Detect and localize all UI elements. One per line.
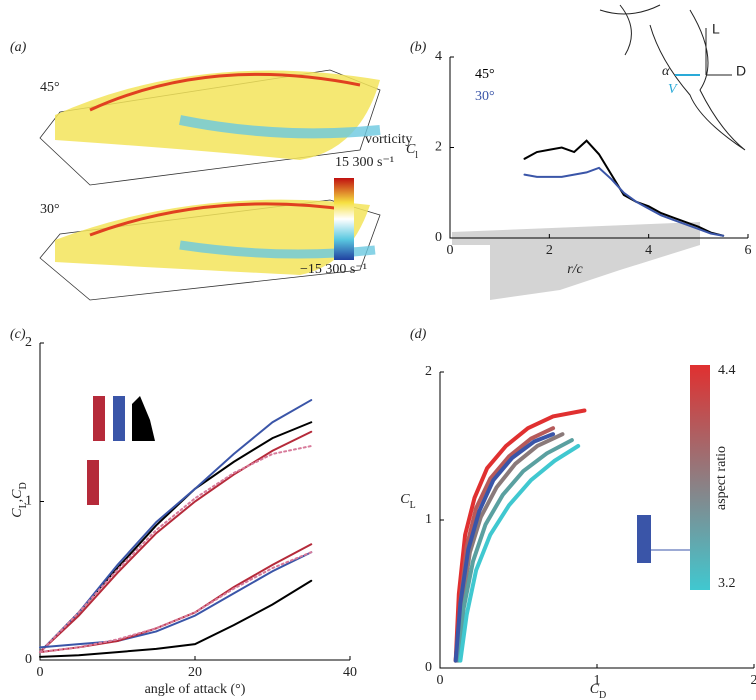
series-line [39, 421, 313, 654]
colorbar-title: aspect ratio [714, 446, 729, 510]
y-tick-label: 4 [435, 49, 442, 64]
label-part: C [400, 492, 410, 507]
angle-label: 45° [40, 80, 60, 95]
series-line [523, 166, 725, 237]
label-part: D [599, 690, 606, 700]
label-part: C [590, 682, 600, 697]
colorbar-min: −15 300 s⁻¹ [300, 262, 367, 277]
panel-label: (c) [10, 327, 26, 342]
legend-label: 30° [475, 89, 495, 104]
annotation: V [668, 82, 678, 97]
y-tick-label: 2 [25, 335, 32, 350]
series-line [453, 432, 556, 663]
series-line [39, 551, 313, 649]
y-tick-label: 0 [435, 230, 442, 245]
y-axis-label: CL,CD [10, 482, 29, 518]
colorbar [690, 365, 710, 590]
annotation: D [736, 63, 746, 79]
x-tick-label: 20 [188, 665, 202, 680]
x-tick-label: 6 [745, 243, 752, 258]
label-part: C [406, 142, 416, 157]
label-part: L [410, 500, 416, 511]
legend-label: 45° [475, 67, 495, 82]
wing-icons [87, 396, 690, 563]
x-tick-label: 4 [645, 243, 652, 258]
series-line [39, 551, 313, 654]
panel-label: (d) [410, 327, 427, 342]
panel-label: (a) [10, 40, 27, 55]
y-tick-label: 1 [25, 494, 32, 509]
x-tick-label: 0 [447, 243, 454, 258]
x-tick-label: 1 [594, 673, 601, 688]
colorbar-tick-label: 4.4 [718, 363, 736, 378]
colorbar-title: vorticity [365, 132, 412, 147]
panel-label: (b) [410, 40, 427, 55]
series-line [39, 430, 313, 654]
angle-label: 30° [40, 202, 60, 217]
colorbar-tick-label: 3.2 [718, 576, 736, 591]
y-tick-label: 0 [25, 652, 32, 667]
x-axis-label: r/c [567, 262, 583, 277]
y-tick-label: 2 [435, 140, 442, 155]
label-part: D [18, 482, 29, 489]
y-axis-label: CL [400, 492, 415, 511]
colorbar-max: 15 300 s⁻¹ [335, 155, 394, 170]
x-axis-label: CD [590, 682, 607, 700]
x-tick-label: 0 [437, 673, 444, 688]
y-axis-label: Cl [406, 142, 418, 161]
y-tick-label: 1 [425, 512, 432, 527]
wing-silhouette [452, 222, 700, 300]
vortex-render [39, 69, 381, 301]
annotation: α [662, 64, 670, 79]
label-part: ,C [10, 489, 25, 503]
x-tick-label: 2 [546, 243, 553, 258]
label-part: L [18, 502, 29, 508]
x-tick-label: 0 [37, 665, 44, 680]
series-line [39, 445, 313, 654]
y-tick-label: 0 [425, 660, 432, 675]
series-line [39, 579, 313, 658]
bird-diagram [599, 4, 746, 151]
series-line [453, 408, 587, 663]
series-line [39, 543, 313, 654]
y-tick-label: 2 [425, 364, 432, 379]
series-line [523, 139, 725, 237]
label-part: l [415, 150, 418, 161]
x-axis-label: angle of attack (°) [145, 682, 246, 697]
series-line [458, 444, 581, 663]
series-line [456, 438, 574, 663]
x-tick-label: 2 [751, 673, 756, 688]
label-part: C [10, 508, 25, 518]
x-tick-label: 40 [343, 665, 357, 680]
annotation: L [712, 21, 720, 37]
